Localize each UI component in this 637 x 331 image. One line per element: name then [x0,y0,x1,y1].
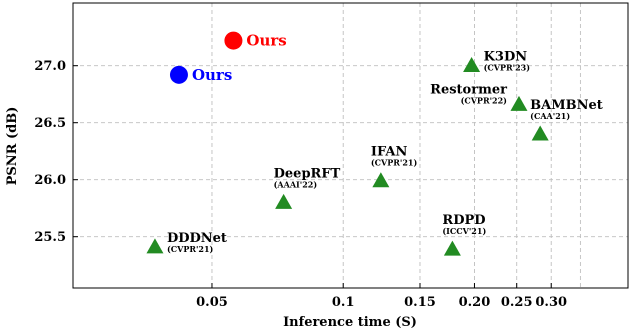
label-ours-1: Ours [192,66,232,84]
label-k3dn-2: K3DN [484,50,528,65]
venue-restormer-3: (CVPR'22) [461,95,508,105]
y-tick-label-0: 25.5 [34,230,66,245]
marker-restormer-3 [510,95,528,111]
marker-deeprft-6 [275,193,293,209]
marker-ifan-5 [372,172,390,188]
venue-k3dn-2: (CVPR'23) [484,63,531,73]
venue-deeprft-6: (AAAI'22) [274,179,318,189]
y-tick-label-2: 26.5 [34,116,66,131]
x-tick-label-2: 0.15 [404,295,436,310]
label-deeprft-6: DeepRFT [274,166,341,181]
marker-ours-0 [224,31,243,50]
label-restormer-3: Restormer [430,82,507,97]
y-axis-title: PSNR (dB) [5,107,20,186]
grid [73,3,628,288]
y-tick-label-1: 26.0 [34,173,66,188]
marker-dddnet-7 [146,238,164,254]
venue-dddnet-7: (CVPR'21) [167,244,214,254]
x-tick-label-1: 0.1 [332,295,355,310]
y-tick-label-3: 27.0 [34,59,66,74]
x-tick-label-5: 0.30 [535,295,567,310]
label-ours-0: Ours [246,32,286,50]
label-rdpd-8: RDPD [442,213,485,228]
x-axis-title: Inference time (S) [283,315,417,330]
label-bambnet-4: BAMBNet [530,98,603,113]
marker-k3dn-2 [463,57,481,73]
venue-ifan-5: (CVPR'21) [371,158,418,168]
marker-rdpd-8 [443,240,461,256]
plot-frame [72,2,629,289]
axis-ticks: 0.05 0.1 0.15 0.20 0.25 0.30 25.5 26.0 26.5 27.0 [34,59,567,310]
point-labels: Ours Ours K3DN(CVPR'23) Restormer(CVPR'22) B… [167,32,603,254]
label-ifan-5: IFAN [371,145,408,160]
venue-bambnet-4: (CAA'21) [530,111,570,121]
venue-rdpd-8: (ICCV'21) [442,226,486,236]
label-dddnet-7: DDDNet [167,231,227,246]
x-tick-label-0: 0.05 [196,295,228,310]
x-tick-label-4: 0.25 [501,295,533,310]
x-tick-label-3: 0.20 [459,295,491,310]
data-points [146,31,549,256]
marker-bambnet-4 [531,125,549,141]
marker-ours-1 [169,65,188,84]
